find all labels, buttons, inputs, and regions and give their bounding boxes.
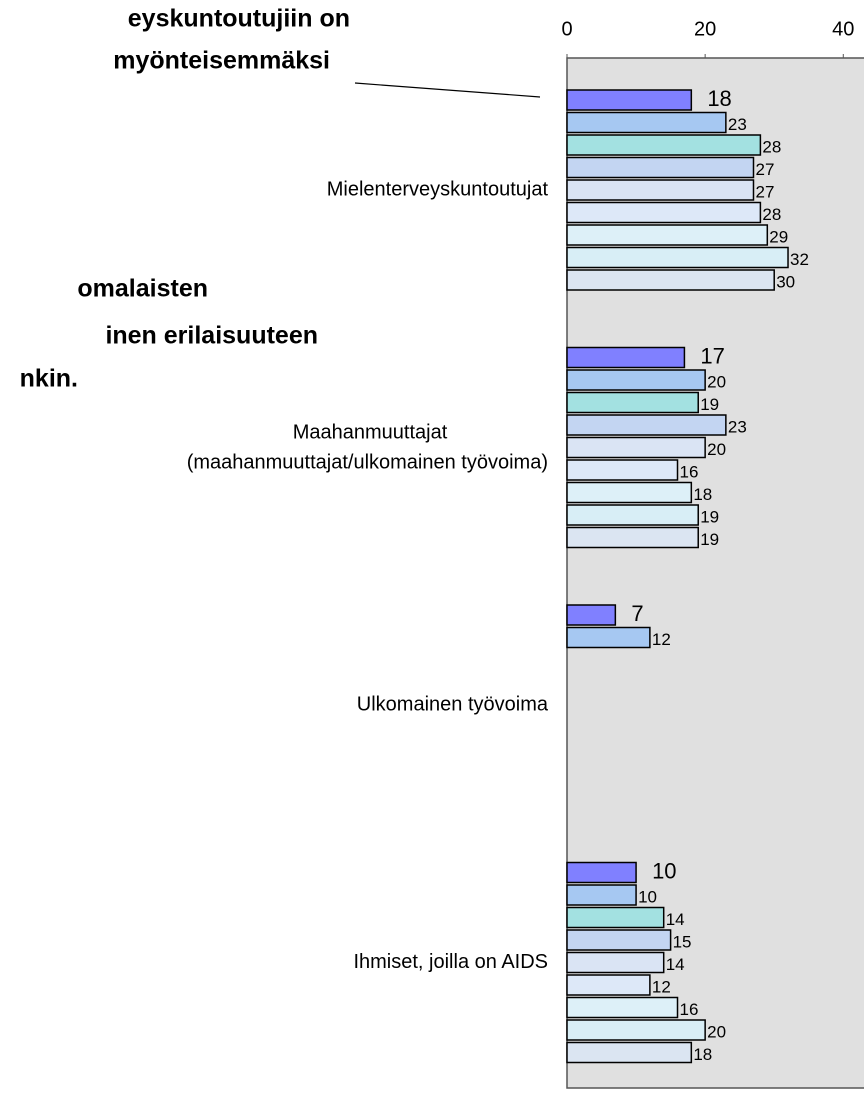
category-label: Ulkomainen työvoima: [357, 693, 549, 715]
value-label: 20: [707, 1022, 726, 1041]
category-label: Ihmiset, joilla on AIDS: [353, 951, 548, 973]
annotation: myönteisemmäksi: [113, 47, 330, 75]
bar: [566, 626, 651, 649]
bar: [566, 604, 617, 626]
bar: [566, 269, 775, 291]
bar: [566, 414, 727, 436]
annotation: eyskuntoutujiin on: [128, 5, 350, 33]
value-label: 14: [666, 955, 685, 974]
value-label: 10: [652, 858, 676, 883]
bar: [566, 974, 651, 996]
value-label: 18: [693, 485, 712, 504]
value-label: 18: [707, 86, 731, 111]
value-label: 27: [755, 182, 774, 201]
value-label: 29: [769, 227, 788, 246]
bar: [566, 1041, 693, 1064]
bar: [566, 951, 665, 974]
bar: [566, 156, 755, 179]
x-tick-label: 20: [694, 18, 716, 40]
bar: [566, 436, 706, 459]
annotation: omalaisten: [77, 275, 208, 303]
annotation: inen erilaisuuteen: [105, 322, 318, 350]
value-label: 19: [700, 530, 719, 549]
bar: [566, 526, 699, 549]
bar: [566, 884, 637, 906]
bar: [566, 459, 679, 481]
bar: [566, 346, 686, 369]
value-label: 17: [700, 343, 724, 368]
bar: [566, 861, 637, 884]
bar: [566, 1019, 706, 1041]
category-label: Mielenterveyskuntoutujat: [327, 178, 549, 200]
bar: [566, 504, 699, 526]
bar: [566, 996, 679, 1019]
value-label: 27: [755, 160, 774, 179]
value-label: 16: [680, 1000, 699, 1019]
value-label: 19: [700, 507, 719, 526]
value-label: 14: [666, 910, 685, 929]
value-label: 30: [776, 272, 795, 291]
bar: [566, 134, 762, 156]
bar: [566, 201, 762, 224]
value-label: 15: [673, 932, 692, 951]
value-label: 12: [652, 630, 671, 649]
value-label: 7: [631, 601, 643, 626]
value-label: 28: [762, 205, 781, 224]
category-label: Maahanmuuttajat (maahanmuuttajat/ulkomain…: [187, 422, 548, 474]
bar: [566, 906, 665, 929]
value-label: 16: [680, 462, 699, 481]
value-label: 10: [638, 887, 657, 906]
x-tick-label: 40: [832, 18, 854, 40]
value-label: 18: [693, 1045, 712, 1064]
bar: [566, 391, 699, 414]
value-label: 20: [707, 440, 726, 459]
value-label: 32: [790, 250, 809, 269]
x-tick-label: 0: [561, 18, 572, 40]
bar: [566, 929, 672, 951]
annotation-line: [354, 82, 541, 98]
bar: [566, 179, 755, 201]
value-label: 23: [728, 115, 747, 134]
bar: [566, 246, 789, 269]
bar: [566, 369, 706, 391]
value-label: 12: [652, 977, 671, 996]
value-label: 28: [762, 137, 781, 156]
value-label: 20: [707, 372, 726, 391]
bar: [566, 89, 693, 111]
value-label: 23: [728, 417, 747, 436]
bar: [566, 224, 769, 246]
bar: [566, 481, 693, 504]
value-label: 19: [700, 395, 719, 414]
bar: [566, 111, 727, 134]
annotation: nkin.: [20, 365, 78, 393]
